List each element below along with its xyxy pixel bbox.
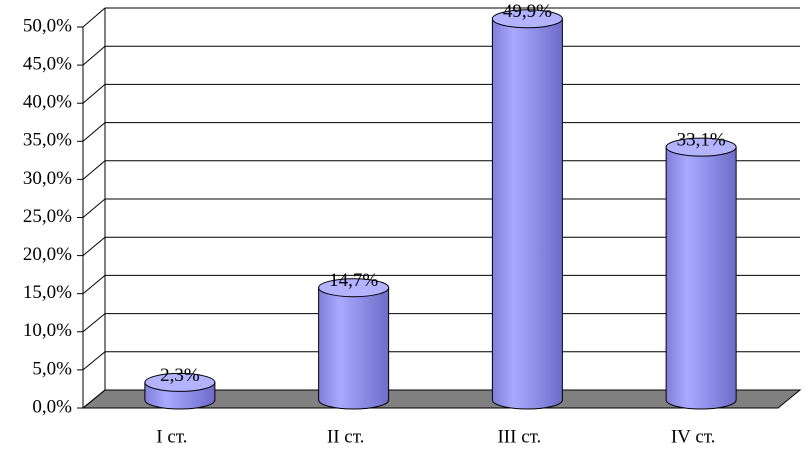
bar-part — [491, 18, 563, 410]
y-tick-label: 15,0% — [23, 282, 72, 303]
y-tick-label: 5,0% — [32, 358, 72, 379]
bar-part — [665, 137, 737, 157]
grid-line-side — [82, 275, 106, 295]
y-tick-label: 45,0% — [23, 53, 72, 74]
bar — [318, 278, 390, 410]
y-tick-label: 30,0% — [23, 168, 72, 189]
y-tick-label: 10,0% — [23, 320, 72, 341]
grid-line-side — [82, 45, 106, 66]
grid-line-side — [82, 389, 106, 409]
y-tick-label: 25,0% — [23, 206, 72, 227]
bar — [491, 9, 563, 410]
value-label: 14,7% — [329, 270, 378, 291]
x-tick-label: IV ст. — [671, 426, 716, 447]
bar-part — [318, 278, 390, 298]
bar-part — [491, 9, 563, 29]
grid-line-side — [82, 236, 106, 256]
y-tick-label: 0,0% — [32, 396, 72, 417]
y-tick-label: 35,0% — [23, 130, 72, 151]
value-label: 33,1% — [677, 129, 726, 150]
x-tick-label: III ст. — [497, 426, 541, 447]
value-label: 2,3% — [160, 365, 200, 386]
bar — [144, 372, 216, 410]
bar-part — [144, 372, 216, 392]
grid-line-side — [82, 7, 106, 28]
value-label: 49,9% — [503, 1, 552, 22]
y-tick-label: 20,0% — [23, 244, 72, 265]
grid-line-side — [82, 198, 106, 218]
bar — [665, 137, 737, 410]
grid-line-side — [82, 351, 106, 371]
bar-part — [665, 146, 737, 410]
x-tick-label: I ст. — [156, 426, 187, 447]
x-tick-label: II ст. — [327, 426, 364, 447]
bar-part — [318, 287, 390, 410]
y-tick-label: 50,0% — [23, 15, 72, 36]
grid-line-side — [82, 313, 106, 333]
grid-line-side — [82, 84, 106, 104]
grid-line-side — [82, 122, 106, 142]
y-tick-label: 40,0% — [23, 92, 72, 113]
grid-line-side — [82, 160, 106, 180]
